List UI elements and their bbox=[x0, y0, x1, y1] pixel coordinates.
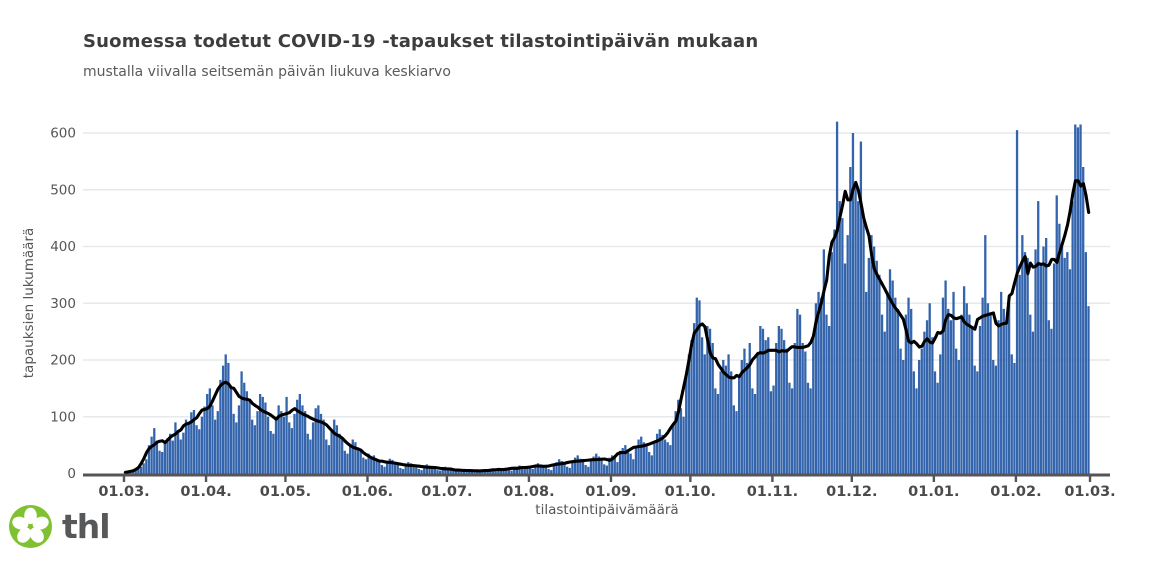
svg-text:01.03.: 01.03. bbox=[98, 484, 149, 500]
y-axis-label: tapauksien lukumäärä bbox=[21, 228, 37, 379]
svg-text:01.09.: 01.09. bbox=[585, 484, 636, 500]
svg-text:01.02.: 01.02. bbox=[990, 484, 1041, 500]
svg-text:01.11.: 01.11. bbox=[747, 484, 798, 500]
svg-text:01.05.: 01.05. bbox=[260, 484, 311, 500]
thl-footer: thl bbox=[8, 504, 111, 549]
gridlines bbox=[83, 132, 1110, 418]
svg-text:01.04.: 01.04. bbox=[180, 484, 231, 500]
svg-text:01.01.: 01.01. bbox=[908, 484, 959, 500]
thl-logo-text: thl bbox=[62, 507, 111, 546]
axis-tick-labels: 0 100 200 300 400 500 600 01.03. 01.04. 01.05. 01.… bbox=[50, 126, 1115, 501]
svg-text:600: 600 bbox=[50, 126, 76, 142]
svg-text:01.07.: 01.07. bbox=[421, 484, 472, 500]
svg-text:400: 400 bbox=[50, 239, 76, 255]
thl-flower-icon bbox=[9, 505, 52, 548]
svg-text:01.12.: 01.12. bbox=[826, 484, 877, 500]
daily-cases-bars bbox=[124, 121, 1090, 474]
chart-subtitle: mustalla viivalla seitsemän päivän liuku… bbox=[83, 64, 451, 80]
svg-text:01.08.: 01.08. bbox=[503, 484, 554, 500]
svg-text:100: 100 bbox=[50, 409, 76, 425]
svg-text:01.06.: 01.06. bbox=[342, 484, 393, 500]
svg-text:200: 200 bbox=[50, 353, 76, 369]
svg-text:0: 0 bbox=[67, 466, 76, 482]
moving-average-line bbox=[123, 179, 1091, 474]
x-axis-label: tilastointipäivämäärä bbox=[535, 502, 678, 518]
svg-text:500: 500 bbox=[50, 182, 76, 198]
svg-text:01.10.: 01.10. bbox=[665, 484, 716, 500]
x-axis bbox=[83, 473, 1110, 482]
svg-text:01.03.: 01.03. bbox=[1064, 484, 1115, 500]
svg-text:300: 300 bbox=[50, 296, 76, 312]
chart-title: Suomessa todetut COVID-19 -tapaukset til… bbox=[83, 31, 759, 52]
